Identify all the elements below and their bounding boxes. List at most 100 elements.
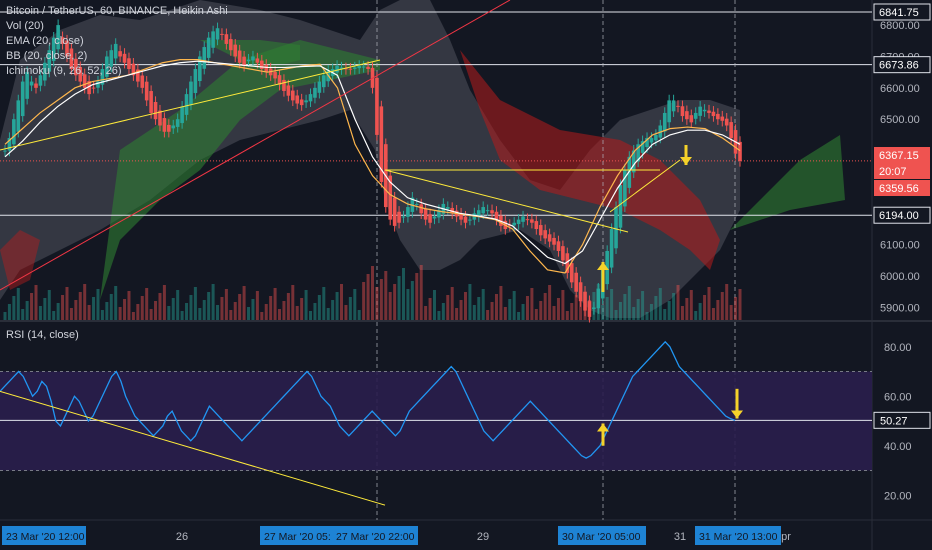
heikin-ashi-candle: [87, 81, 91, 95]
volume-bar: [455, 308, 459, 320]
indicator-bb[interactable]: BB (20, close, 2): [6, 50, 88, 62]
heikin-ashi-candle: [105, 56, 109, 77]
heikin-ashi-candle: [233, 44, 238, 57]
rsi-tag-label: 50.27: [880, 415, 908, 427]
volume-bar: [472, 305, 476, 320]
heikin-ashi-candle: [321, 75, 326, 88]
volume-bar: [459, 300, 463, 320]
heikin-ashi-candle: [490, 210, 494, 214]
price-tag-1: [873, 56, 931, 74]
heikin-ashi-candle: [344, 68, 348, 70]
volume-bar: [499, 286, 503, 320]
heikin-ashi-candle: [640, 141, 645, 153]
volume-bar: [503, 307, 507, 320]
volume-bar: [720, 292, 724, 320]
volume-bar: [96, 289, 100, 320]
heikin-ashi-candle: [339, 67, 344, 70]
volume-bar: [477, 297, 481, 320]
rsi-tick-label: 20.00: [884, 490, 912, 502]
heikin-ashi-candle: [592, 307, 596, 310]
volume-bar: [556, 298, 560, 320]
symbol-title: Bitcoin / TetherUS, 60, BINANCE, Heikin …: [6, 5, 228, 17]
heikin-ashi-candle: [282, 79, 286, 91]
bb-basis-line: [4, 60, 741, 265]
rsi-up-arrow-icon-head: [597, 423, 609, 432]
volume-bar: [548, 285, 552, 320]
heikin-ashi-candle: [158, 110, 162, 126]
heikin-ashi-candle: [375, 77, 379, 135]
indicator-ichimoku[interactable]: Ichimoku (9, 26, 52, 26): [6, 65, 122, 77]
heikin-ashi-candle: [583, 291, 587, 311]
heikin-ashi-candle: [596, 288, 601, 309]
volume-bar: [401, 268, 405, 320]
heikin-ashi-candle: [140, 75, 145, 88]
heikin-ashi-candle: [366, 66, 370, 70]
volume-bar: [703, 295, 707, 320]
volume-bar: [663, 309, 667, 320]
volume-bar: [486, 310, 490, 320]
volume-bar: [3, 312, 7, 320]
heikin-ashi-candle: [485, 210, 490, 212]
trendline-yellow-support: [0, 59, 381, 151]
volume-bar: [295, 306, 299, 320]
volume-bar: [167, 306, 171, 320]
heikin-ashi-candle: [406, 207, 410, 217]
rsi-band: [0, 371, 872, 471]
volume-bar: [490, 302, 494, 320]
ichimoku-cloud-green: [100, 40, 380, 300]
heikin-ashi-candle: [481, 207, 485, 214]
time-axis-label: 30 Mar '20 05:00: [562, 531, 641, 543]
volume-bar: [618, 302, 622, 320]
volume-bar: [725, 284, 729, 320]
volume-bar: [291, 285, 295, 320]
time-axis-label: 27 Mar '20 05:: [264, 531, 331, 543]
volume-bar: [123, 299, 127, 320]
volume-bar: [716, 300, 720, 320]
volume-bar: [38, 306, 42, 320]
heikin-ashi-candle: [578, 282, 583, 302]
volume-bar: [273, 288, 277, 320]
volume-bar: [384, 271, 388, 320]
indicator-ema[interactable]: EMA (20, close): [6, 35, 84, 47]
price-tag-label: 6194.00: [879, 210, 919, 222]
heikin-ashi-candle: [82, 74, 87, 88]
heikin-ashi-candle: [574, 272, 578, 292]
heikin-ashi-candle: [361, 66, 366, 68]
price-tag-label: 6673.86: [879, 60, 919, 72]
volume-bar: [508, 299, 512, 320]
heikin-ashi-candle: [397, 211, 401, 223]
volume-bar: [521, 304, 525, 320]
heikin-ashi-candle: [693, 112, 698, 119]
volume-bar: [278, 309, 282, 320]
heikin-ashi-candle: [167, 124, 171, 132]
heikin-ashi-candle: [711, 111, 716, 117]
heikin-ashi-candle: [202, 47, 207, 69]
volume-bar: [371, 266, 374, 320]
price-tag-3: [874, 163, 930, 179]
heikin-ashi-candle: [255, 58, 260, 63]
volume-bar: [25, 301, 29, 320]
volume-bar: [393, 284, 397, 320]
heikin-ashi-candle: [29, 81, 34, 86]
heikin-ashi-candle: [65, 40, 69, 57]
rsi-tag: [873, 411, 931, 429]
volume-bar: [450, 287, 454, 320]
price-tick-label: 6600.00: [880, 83, 920, 95]
heikin-ashi-candle: [530, 219, 534, 223]
heikin-ashi-candle: [113, 43, 118, 59]
volume-bar: [198, 308, 202, 320]
heikin-ashi-candle: [494, 211, 499, 220]
heikin-ashi-candle: [556, 241, 561, 251]
heikin-ashi-candle: [401, 216, 406, 218]
rsi-panel-label[interactable]: RSI (14, close): [6, 329, 79, 341]
heikin-ashi-candle: [273, 71, 277, 79]
volume-bar: [47, 290, 51, 320]
volume-bar: [207, 292, 211, 320]
volume-bar: [468, 284, 472, 320]
indicator-vol[interactable]: Vol (20): [6, 20, 44, 32]
price-tick-label: 5900.00: [880, 302, 920, 314]
heikin-ashi-candle: [91, 87, 96, 89]
heikin-ashi-candle: [100, 69, 105, 85]
heikin-ashi-candle: [7, 138, 12, 151]
